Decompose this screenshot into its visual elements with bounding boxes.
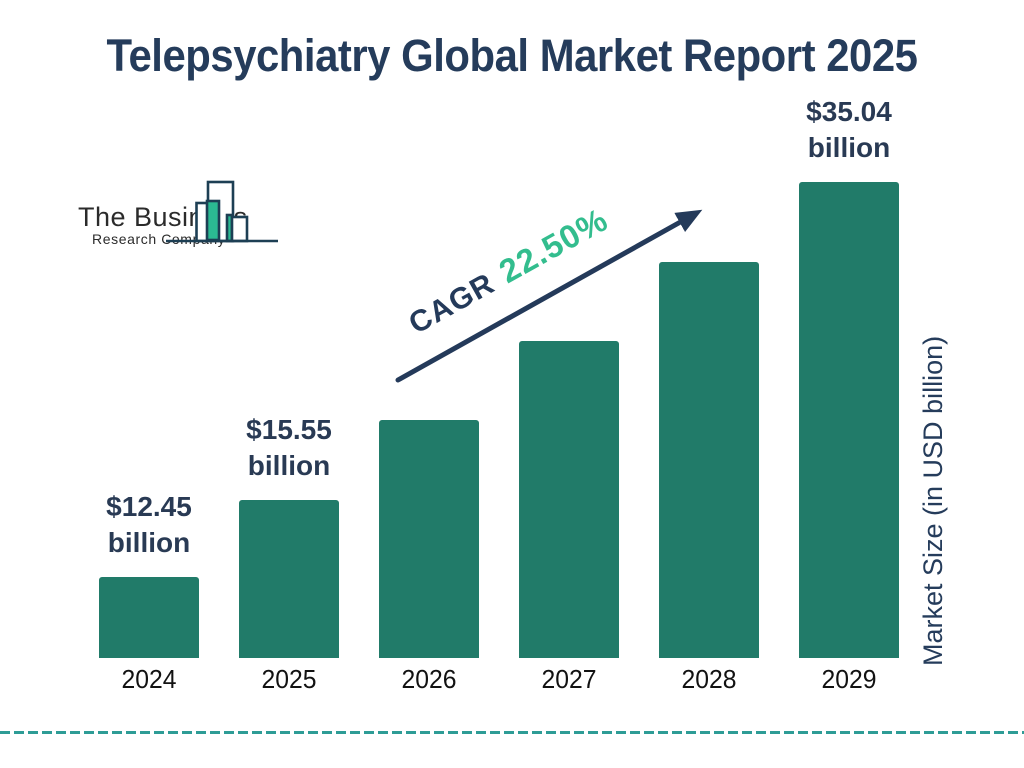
bar-2025 <box>239 500 339 658</box>
x-tick-2025: 2025 <box>261 664 317 694</box>
bar-2029 <box>799 182 899 658</box>
x-tick-2026: 2026 <box>401 664 457 694</box>
bar-2028 <box>659 262 759 658</box>
cagr-annotation: CAGR22.50% <box>385 191 631 350</box>
y-axis-label: Market Size (in USD billion) <box>918 335 948 666</box>
x-tick-2029: 2029 <box>821 664 877 694</box>
logo-text-secondary: Research Company <box>92 231 226 247</box>
value-label-2029: $35.04 billion <box>806 96 892 163</box>
value-label-2025: $15.55 billion <box>246 414 332 481</box>
cagr-value: 22.50% <box>492 200 614 291</box>
bottom-dashed-divider <box>0 731 1024 734</box>
bar-2024 <box>99 577 199 658</box>
x-tick-2028: 2028 <box>681 664 737 694</box>
value-label-2024: $12.45 billion <box>106 491 192 558</box>
x-tick-2027: 2027 <box>541 664 597 694</box>
x-tick-2024: 2024 <box>121 664 177 694</box>
cagr-label: CAGR <box>403 266 501 341</box>
bar-2026 <box>379 420 479 658</box>
bar-chart-logo-icon <box>166 180 278 243</box>
page-title: Telepsychiatry Global Market Report 2025 <box>106 30 918 81</box>
bar-2027 <box>519 341 619 658</box>
